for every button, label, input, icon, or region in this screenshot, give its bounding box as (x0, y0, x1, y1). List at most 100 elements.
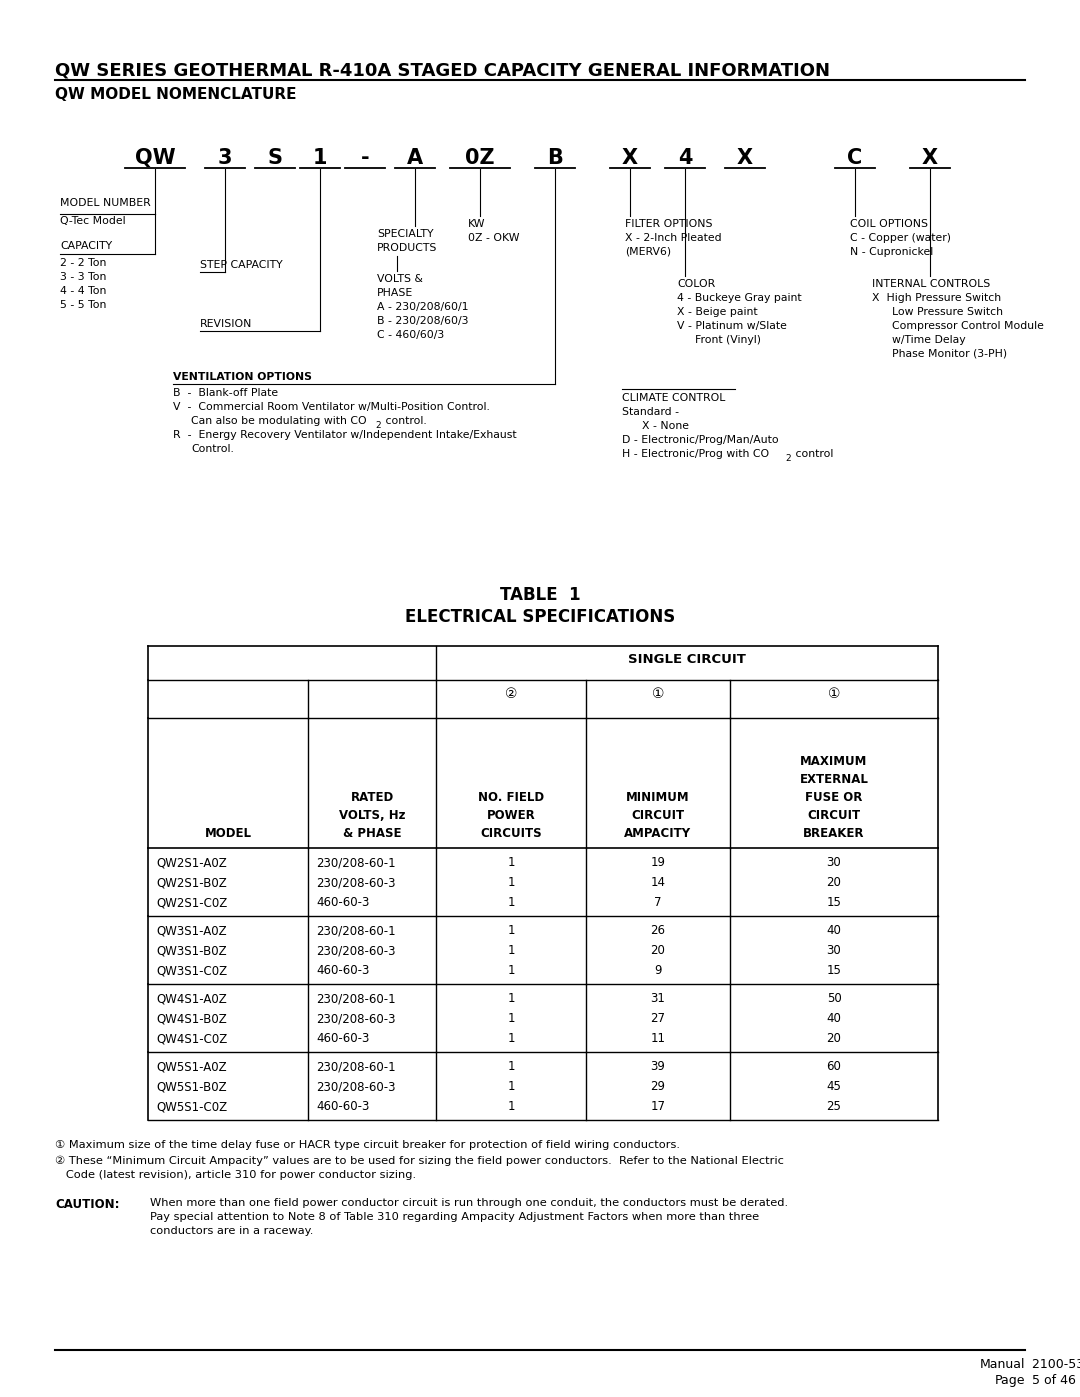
Text: MODEL NUMBER: MODEL NUMBER (60, 198, 151, 208)
Text: QW3S1-B0Z: QW3S1-B0Z (156, 944, 227, 957)
Text: 31: 31 (650, 992, 665, 1004)
Text: 1: 1 (508, 923, 515, 937)
Text: 460-60-3: 460-60-3 (316, 1099, 369, 1113)
Text: 20: 20 (650, 944, 665, 957)
Text: A - 230/208/60/1: A - 230/208/60/1 (377, 302, 469, 312)
Text: X: X (922, 148, 939, 168)
Text: KW: KW (468, 219, 486, 229)
Text: X: X (737, 148, 753, 168)
Text: 15: 15 (826, 964, 841, 977)
Text: H - Electronic/Prog with CO: H - Electronic/Prog with CO (622, 448, 769, 460)
Text: C - 460/60/3: C - 460/60/3 (377, 330, 444, 339)
Text: Pay special attention to Note 8 of Table 310 regarding Ampacity Adjustment Facto: Pay special attention to Note 8 of Table… (150, 1213, 759, 1222)
Text: A: A (407, 148, 423, 168)
Text: 1: 1 (508, 1080, 515, 1092)
Text: SPECIALTY: SPECIALTY (377, 229, 433, 239)
Text: X - Beige paint: X - Beige paint (677, 307, 758, 317)
Text: Manual: Manual (980, 1358, 1025, 1370)
Text: 30: 30 (826, 944, 841, 957)
Text: QW3S1-A0Z: QW3S1-A0Z (156, 923, 227, 937)
Text: CAPACITY: CAPACITY (60, 242, 112, 251)
Text: QW SERIES GEOTHERMAL R-410A STAGED CAPACITY GENERAL INFORMATION: QW SERIES GEOTHERMAL R-410A STAGED CAPAC… (55, 61, 831, 80)
Text: 1: 1 (508, 944, 515, 957)
Text: 60: 60 (826, 1060, 841, 1073)
Text: X: X (622, 148, 638, 168)
Text: VOLTS &: VOLTS & (377, 274, 423, 284)
Text: N - Cupronickel: N - Cupronickel (850, 247, 933, 257)
Text: -: - (361, 148, 369, 168)
Text: B  -  Blank-off Plate: B - Blank-off Plate (173, 388, 279, 398)
Text: 17: 17 (650, 1099, 665, 1113)
Text: VENTILATION OPTIONS: VENTILATION OPTIONS (173, 372, 312, 381)
Text: 2: 2 (785, 454, 791, 462)
Text: 2: 2 (375, 420, 380, 430)
Text: When more than one field power conductor circuit is run through one conduit, the: When more than one field power conductor… (150, 1199, 788, 1208)
Text: MINIMUM
CIRCUIT
AMPACITY: MINIMUM CIRCUIT AMPACITY (624, 791, 691, 840)
Text: S: S (268, 148, 283, 168)
Text: 4: 4 (678, 148, 692, 168)
Text: 230/208-60-1: 230/208-60-1 (316, 856, 395, 869)
Text: conductors are in a raceway.: conductors are in a raceway. (150, 1227, 313, 1236)
Text: 25: 25 (826, 1099, 841, 1113)
Text: PHASE: PHASE (377, 288, 414, 298)
Text: QW2S1-B0Z: QW2S1-B0Z (156, 876, 227, 888)
Text: PRODUCTS: PRODUCTS (377, 243, 437, 253)
Text: 460-60-3: 460-60-3 (316, 895, 369, 909)
Text: 230/208-60-3: 230/208-60-3 (316, 876, 395, 888)
Text: QW5S1-C0Z: QW5S1-C0Z (156, 1099, 227, 1113)
Text: ① Maximum size of the time delay fuse or HACR type circuit breaker for protectio: ① Maximum size of the time delay fuse or… (55, 1140, 680, 1150)
Text: 2100-532B: 2100-532B (1020, 1358, 1080, 1370)
Text: 15: 15 (826, 895, 841, 909)
Text: 5 - 5 Ton: 5 - 5 Ton (60, 300, 106, 310)
Text: X - 2-Inch Pleated: X - 2-Inch Pleated (625, 233, 721, 243)
Text: B - 230/208/60/3: B - 230/208/60/3 (377, 316, 469, 326)
Text: 11: 11 (650, 1032, 665, 1045)
Text: 1: 1 (508, 1032, 515, 1045)
Text: ②: ② (504, 687, 517, 701)
Text: 39: 39 (650, 1060, 665, 1073)
Text: 40: 40 (826, 1011, 841, 1025)
Text: SINGLE CIRCUIT: SINGLE CIRCUIT (629, 652, 746, 666)
Text: Code (latest revision), article 310 for power conductor sizing.: Code (latest revision), article 310 for … (55, 1171, 416, 1180)
Text: Can also be modulating with CO: Can also be modulating with CO (191, 416, 366, 426)
Text: ①: ① (651, 687, 664, 701)
Text: 1: 1 (508, 856, 515, 869)
Text: Front (Vinyl): Front (Vinyl) (696, 335, 761, 345)
Text: 230/208-60-3: 230/208-60-3 (316, 944, 395, 957)
Text: 460-60-3: 460-60-3 (316, 1032, 369, 1045)
Text: ② These “Minimum Circuit Ampacity” values are to be used for sizing the field po: ② These “Minimum Circuit Ampacity” value… (55, 1155, 784, 1166)
Text: (MERV6): (MERV6) (625, 247, 671, 257)
Text: 7: 7 (654, 895, 662, 909)
Text: 20: 20 (826, 876, 841, 888)
Text: 5 of 46: 5 of 46 (1020, 1375, 1076, 1387)
Text: w/Time Delay: w/Time Delay (892, 335, 966, 345)
Text: QW: QW (135, 148, 175, 168)
Text: 230/208-60-1: 230/208-60-1 (316, 1060, 395, 1073)
Text: STEP CAPACITY: STEP CAPACITY (200, 260, 283, 270)
Text: 0Z: 0Z (465, 148, 495, 168)
Text: COIL OPTIONS: COIL OPTIONS (850, 219, 928, 229)
Text: C - Copper (water): C - Copper (water) (850, 233, 951, 243)
Text: QW5S1-A0Z: QW5S1-A0Z (156, 1060, 227, 1073)
Text: 230/208-60-1: 230/208-60-1 (316, 923, 395, 937)
Text: TABLE  1: TABLE 1 (500, 585, 580, 604)
Text: Compressor Control Module: Compressor Control Module (892, 321, 1044, 331)
Text: COLOR: COLOR (677, 279, 715, 289)
Text: 1: 1 (508, 1099, 515, 1113)
Text: Low Pressure Switch: Low Pressure Switch (892, 307, 1003, 317)
Text: Phase Monitor (3-PH): Phase Monitor (3-PH) (892, 349, 1008, 359)
Text: QW MODEL NOMENCLATURE: QW MODEL NOMENCLATURE (55, 87, 297, 102)
Text: FILTER OPTIONS: FILTER OPTIONS (625, 219, 713, 229)
Text: X  High Pressure Switch: X High Pressure Switch (872, 293, 1001, 303)
Text: 460-60-3: 460-60-3 (316, 964, 369, 977)
Text: 19: 19 (650, 856, 665, 869)
Text: NO. FIELD
POWER
CIRCUITS: NO. FIELD POWER CIRCUITS (478, 791, 544, 840)
Text: 4 - Buckeye Gray paint: 4 - Buckeye Gray paint (677, 293, 801, 303)
Text: 0Z - OKW: 0Z - OKW (468, 233, 519, 243)
Text: 27: 27 (650, 1011, 665, 1025)
Text: 45: 45 (826, 1080, 841, 1092)
Text: RATED
VOLTS, Hz
& PHASE: RATED VOLTS, Hz & PHASE (339, 791, 405, 840)
Text: 230/208-60-3: 230/208-60-3 (316, 1011, 395, 1025)
Text: B: B (548, 148, 563, 168)
Text: QW5S1-B0Z: QW5S1-B0Z (156, 1080, 227, 1092)
